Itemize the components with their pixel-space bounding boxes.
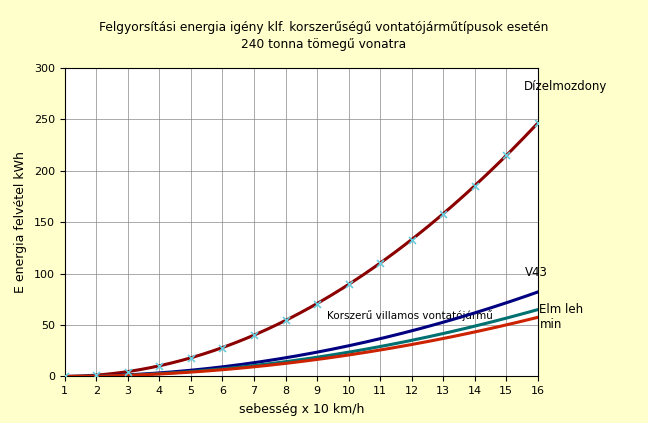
Y-axis label: E energia felvétel kWh: E energia felvétel kWh [14, 151, 27, 293]
Text: Dízelmozdony: Dízelmozdony [524, 80, 607, 93]
Point [154, 363, 165, 369]
Point [343, 281, 354, 288]
Point [470, 182, 480, 189]
Text: V43: V43 [526, 266, 548, 279]
Point [533, 120, 543, 126]
Point [91, 372, 102, 379]
Text: Felgyorsítási energia igény klf. korszerűségű vontatójárműtípusok esetén
240 ton: Felgyorsítási energia igény klf. korszer… [99, 21, 549, 51]
Point [217, 344, 227, 351]
Point [406, 236, 417, 243]
Text: Korszerű villamos vontatójármű: Korszerű villamos vontatójármű [327, 310, 492, 321]
Point [186, 354, 196, 361]
Point [375, 260, 386, 266]
Point [501, 152, 511, 159]
Point [122, 368, 133, 375]
X-axis label: sebesség x 10 km/h: sebesség x 10 km/h [238, 403, 364, 416]
Point [249, 332, 259, 338]
Point [438, 210, 448, 217]
Point [60, 373, 70, 380]
Text: Elm leh
min: Elm leh min [539, 303, 584, 331]
Point [281, 317, 291, 324]
Point [312, 300, 322, 307]
